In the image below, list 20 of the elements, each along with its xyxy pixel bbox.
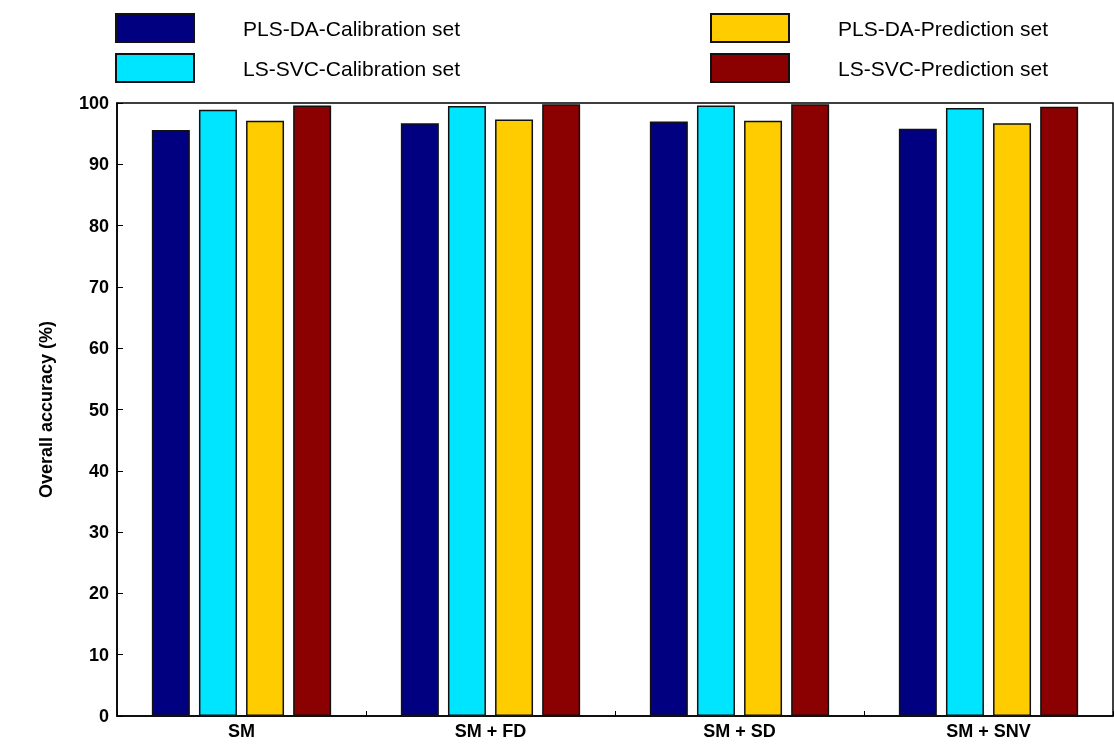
x-tick-label: SM + SD	[703, 721, 776, 741]
y-tick-label: 100	[78, 93, 109, 113]
x-tick-label: SM	[228, 721, 255, 741]
legend-label: LS-SVC-Prediction set	[838, 56, 1049, 80]
y-tick-label: 60	[88, 338, 109, 359]
y-tick-label: 70	[88, 276, 109, 297]
legend-label: PLS-DA-Prediction set	[838, 16, 1049, 40]
legend-label: LS-SVC-Calibration set	[243, 56, 461, 80]
y-tick-label: 80	[88, 215, 109, 236]
y-axis-title: Overall accuracy (%)	[36, 320, 56, 499]
y-tick-label: 20	[88, 583, 109, 604]
legend-label: PLS-DA-Calibration set	[243, 16, 461, 40]
y-tick-label: 30	[88, 522, 109, 543]
x-tick-label: SM + FD	[454, 721, 527, 741]
y-tick-label: 0	[98, 706, 109, 726]
y-tick-label: 10	[88, 644, 109, 665]
y-tick-label: 50	[88, 399, 109, 420]
y-tick-label: 90	[88, 154, 109, 175]
x-tick-label: SM + SNV	[946, 721, 1031, 741]
y-tick-label: 40	[88, 460, 109, 481]
